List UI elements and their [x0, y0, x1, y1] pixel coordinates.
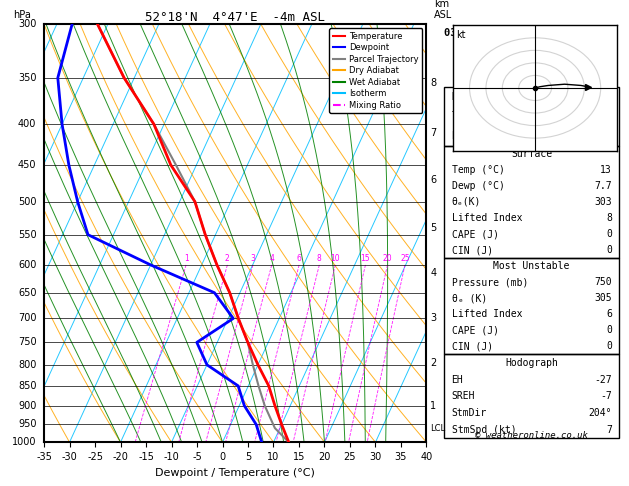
Text: 800: 800 — [18, 360, 36, 370]
Text: 0: 0 — [606, 326, 612, 335]
Text: 2: 2 — [430, 358, 437, 367]
Text: 450: 450 — [18, 160, 36, 170]
Text: 5: 5 — [430, 224, 437, 233]
Text: 900: 900 — [18, 400, 36, 411]
Text: CAPE (J): CAPE (J) — [452, 229, 499, 239]
Title: 52°18'N  4°47'E  -4m ASL: 52°18'N 4°47'E -4m ASL — [145, 11, 325, 24]
Text: 15: 15 — [360, 254, 370, 263]
Text: 8: 8 — [430, 78, 437, 88]
Text: 3: 3 — [430, 313, 437, 324]
Text: 750: 750 — [18, 337, 36, 347]
Text: CIN (J): CIN (J) — [452, 245, 493, 255]
Text: CIN (J): CIN (J) — [452, 342, 493, 351]
Text: 37: 37 — [600, 111, 612, 121]
Text: 650: 650 — [18, 288, 36, 298]
Text: 204°: 204° — [588, 408, 612, 418]
Text: Totals Totals: Totals Totals — [452, 111, 528, 121]
Text: Dewp (°C): Dewp (°C) — [452, 181, 504, 191]
Text: 20: 20 — [382, 254, 392, 263]
Text: 8: 8 — [606, 213, 612, 223]
Text: 700: 700 — [18, 313, 36, 324]
Text: 303: 303 — [594, 197, 612, 207]
Text: 14: 14 — [600, 92, 612, 102]
Bar — [444, 259, 619, 354]
Text: 7: 7 — [606, 425, 612, 434]
Text: 25: 25 — [400, 254, 409, 263]
Text: 0: 0 — [606, 245, 612, 255]
Text: Temp (°C): Temp (°C) — [452, 165, 504, 174]
Text: θₑ(K): θₑ(K) — [452, 197, 481, 207]
Text: CAPE (J): CAPE (J) — [452, 326, 499, 335]
Legend: Temperature, Dewpoint, Parcel Trajectory, Dry Adiabat, Wet Adiabat, Isotherm, Mi: Temperature, Dewpoint, Parcel Trajectory… — [330, 29, 422, 113]
Text: 2: 2 — [225, 254, 230, 263]
Text: SREH: SREH — [452, 391, 475, 401]
Text: 300: 300 — [18, 19, 36, 29]
Text: EH: EH — [452, 375, 464, 384]
Text: 3: 3 — [250, 254, 255, 263]
Text: 13: 13 — [600, 165, 612, 174]
Text: 350: 350 — [18, 73, 36, 83]
Text: 950: 950 — [18, 419, 36, 430]
Text: 10: 10 — [331, 254, 340, 263]
Text: K: K — [452, 92, 457, 102]
Text: StmDir: StmDir — [452, 408, 487, 418]
Bar — [444, 145, 619, 259]
Text: 550: 550 — [18, 230, 36, 240]
Text: 4: 4 — [430, 268, 437, 278]
Text: 400: 400 — [18, 119, 36, 129]
Bar — [444, 354, 619, 438]
Text: 500: 500 — [18, 197, 36, 207]
Text: PW (cm): PW (cm) — [452, 131, 493, 141]
Text: Most Unstable: Most Unstable — [494, 261, 570, 271]
Text: 600: 600 — [18, 260, 36, 270]
Text: 1000: 1000 — [12, 437, 36, 447]
Text: Lifted Index: Lifted Index — [452, 310, 522, 319]
Text: 7: 7 — [430, 128, 437, 138]
Text: kt: kt — [457, 30, 466, 40]
Text: -7: -7 — [600, 391, 612, 401]
Text: 03.05.2024  18GMT (Base: 06): 03.05.2024 18GMT (Base: 06) — [444, 29, 619, 38]
Text: -27: -27 — [594, 375, 612, 384]
Text: 0: 0 — [606, 229, 612, 239]
Text: 6: 6 — [606, 310, 612, 319]
Text: 4: 4 — [269, 254, 274, 263]
Text: 8: 8 — [317, 254, 321, 263]
Text: 850: 850 — [18, 381, 36, 391]
Text: Hodograph: Hodograph — [505, 358, 558, 368]
Text: 6: 6 — [430, 175, 437, 185]
Text: 305: 305 — [594, 294, 612, 303]
Text: θₑ (K): θₑ (K) — [452, 294, 487, 303]
Text: 750: 750 — [594, 278, 612, 287]
Text: 7.7: 7.7 — [594, 181, 612, 191]
Text: 0: 0 — [606, 342, 612, 351]
X-axis label: Dewpoint / Temperature (°C): Dewpoint / Temperature (°C) — [155, 468, 315, 478]
Text: StmSpd (kt): StmSpd (kt) — [452, 425, 516, 434]
Text: Lifted Index: Lifted Index — [452, 213, 522, 223]
Text: km
ASL: km ASL — [434, 0, 452, 20]
Text: © weatheronline.co.uk: © weatheronline.co.uk — [476, 431, 588, 440]
Text: hPa: hPa — [13, 10, 31, 20]
Text: Surface: Surface — [511, 149, 552, 158]
Text: 1.72: 1.72 — [588, 131, 612, 141]
Text: 1: 1 — [430, 400, 437, 411]
Bar — [444, 87, 619, 145]
Text: LCL: LCL — [430, 424, 445, 433]
Text: 1: 1 — [184, 254, 189, 263]
Text: Pressure (mb): Pressure (mb) — [452, 278, 528, 287]
Text: 6: 6 — [297, 254, 301, 263]
